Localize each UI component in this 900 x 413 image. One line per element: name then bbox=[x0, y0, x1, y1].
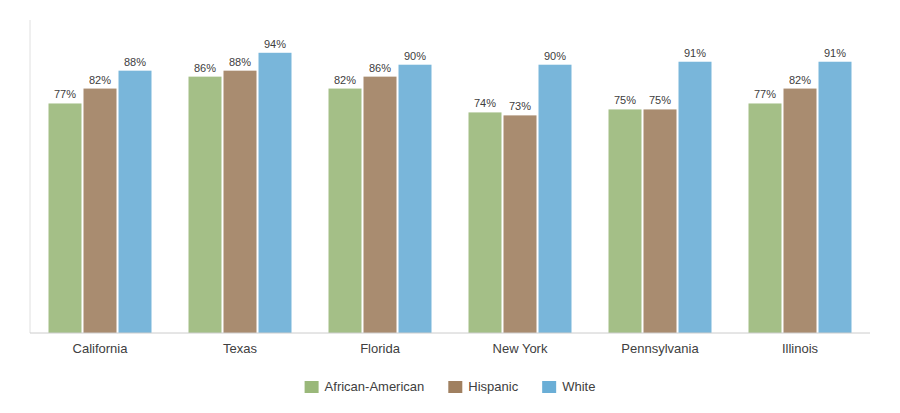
bar bbox=[819, 62, 852, 333]
bar bbox=[539, 65, 572, 333]
x-tick-label: Florida bbox=[360, 341, 401, 356]
data-label: 86% bbox=[369, 62, 391, 74]
y-axis-line bbox=[30, 20, 31, 333]
data-label: 77% bbox=[54, 88, 76, 100]
data-labels: 77% 86% 82% 74% 75% 77% 82% 88% 86% 73% 75% 82% 88% 9… bbox=[54, 38, 846, 113]
data-label: 75% bbox=[614, 94, 636, 106]
data-label: 73% bbox=[509, 100, 531, 112]
bar bbox=[749, 103, 782, 333]
data-label: 91% bbox=[684, 47, 706, 59]
x-tick-label: New York bbox=[493, 341, 548, 356]
data-label: 75% bbox=[649, 94, 671, 106]
legend: African-American Hispanic White bbox=[305, 379, 596, 394]
data-label: 88% bbox=[229, 56, 251, 68]
legend-swatch bbox=[542, 381, 556, 393]
x-tick-label: Illinois bbox=[782, 341, 819, 356]
data-label: 86% bbox=[194, 62, 216, 74]
x-tick-label: California bbox=[73, 341, 129, 356]
bar bbox=[679, 62, 712, 333]
x-tick-label: Texas bbox=[223, 341, 257, 356]
bar bbox=[224, 71, 257, 333]
bar bbox=[784, 89, 817, 333]
legend-label: White bbox=[562, 379, 595, 394]
bar bbox=[504, 115, 537, 333]
bars bbox=[49, 53, 852, 333]
legend-item: White bbox=[542, 379, 595, 394]
data-label: 82% bbox=[334, 74, 356, 86]
data-label: 91% bbox=[824, 47, 846, 59]
bar bbox=[329, 89, 362, 333]
data-label: 77% bbox=[754, 88, 776, 100]
data-label: 82% bbox=[789, 74, 811, 86]
bar bbox=[644, 109, 677, 333]
legend-item: Hispanic bbox=[448, 379, 518, 394]
data-label: 74% bbox=[474, 97, 496, 109]
bar bbox=[609, 109, 642, 333]
bar bbox=[189, 77, 222, 333]
x-tick-label: Pennsylvania bbox=[621, 341, 699, 356]
bar bbox=[119, 71, 152, 333]
bar bbox=[259, 53, 292, 333]
data-label: 90% bbox=[404, 50, 426, 62]
legend-item: African-American bbox=[305, 379, 425, 394]
bar bbox=[469, 112, 502, 333]
data-label: 88% bbox=[124, 56, 146, 68]
chart: 77% 86% 82% 74% 75% 77% 82% 88% 86% 73% 75% 82% 88% 9… bbox=[0, 0, 900, 413]
legend-swatch bbox=[448, 381, 462, 393]
data-label: 94% bbox=[264, 38, 286, 50]
legend-swatch bbox=[305, 381, 319, 393]
legend-label: African-American bbox=[325, 379, 425, 394]
bar bbox=[399, 65, 432, 333]
legend-label: Hispanic bbox=[468, 379, 518, 394]
bar bbox=[364, 77, 397, 333]
data-label: 82% bbox=[89, 74, 111, 86]
bar bbox=[49, 103, 82, 333]
bar bbox=[84, 89, 117, 333]
data-label: 90% bbox=[544, 50, 566, 62]
x-axis-line bbox=[30, 333, 870, 334]
